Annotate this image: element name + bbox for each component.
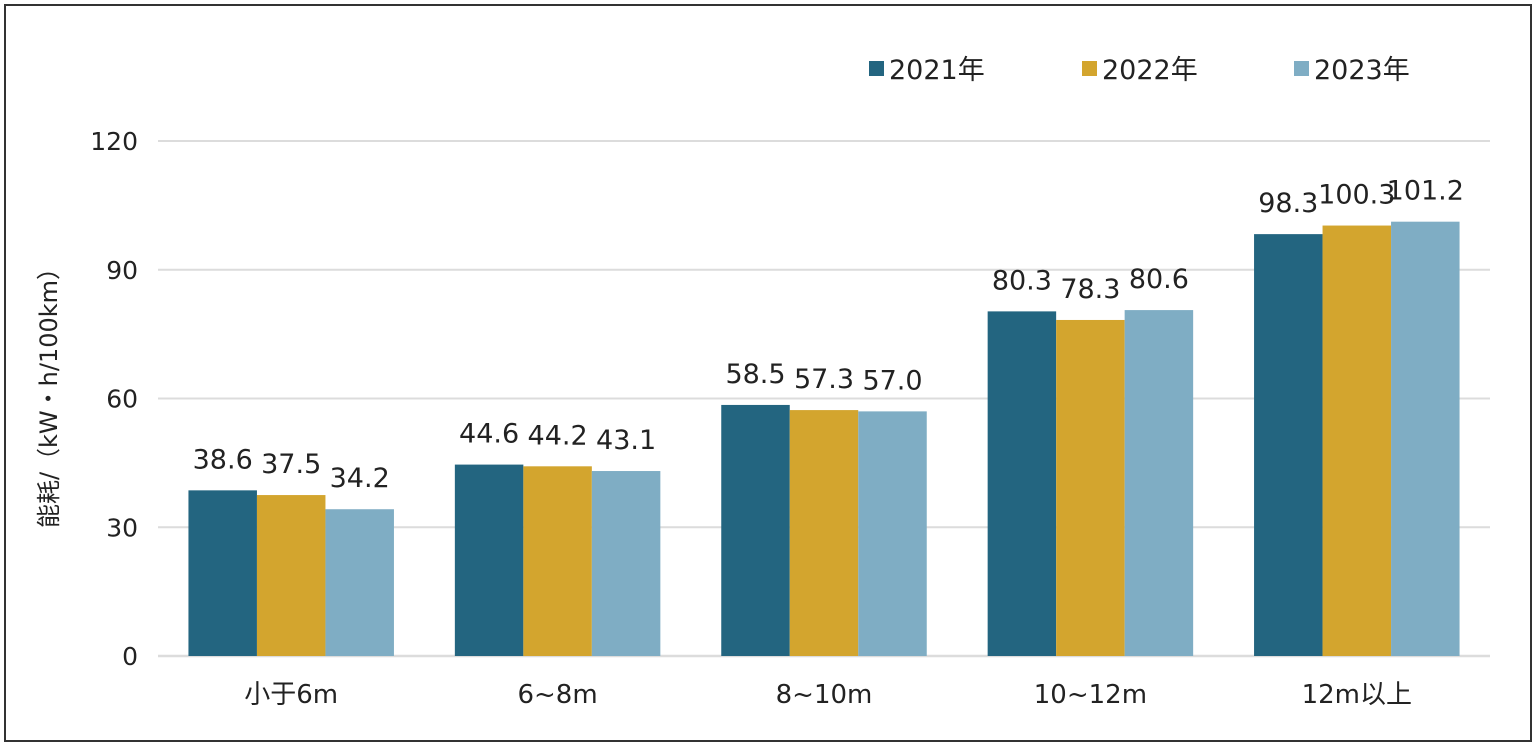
bar-3-3 bbox=[858, 411, 927, 656]
data-label: 44.2 bbox=[528, 420, 588, 451]
bar-4-2 bbox=[1056, 319, 1125, 656]
data-labels: 38.6 37.5 34.2 44.6 44.2 43.1 58.5 57.3 57.0 80.3… bbox=[193, 176, 1464, 495]
data-label: 44.6 bbox=[459, 419, 519, 450]
data-label: 78.3 bbox=[1060, 274, 1120, 305]
bar-1-2 bbox=[256, 495, 326, 656]
bar-5-3 bbox=[1391, 221, 1460, 656]
x-category-label: 8~10m bbox=[776, 680, 873, 710]
y-tick-label: 0 bbox=[122, 642, 138, 671]
data-label: 34.2 bbox=[330, 463, 390, 494]
legend-label: 2022年 bbox=[1102, 55, 1198, 86]
y-tick-label: 30 bbox=[106, 513, 138, 542]
data-label: 58.5 bbox=[725, 359, 785, 390]
data-label: 98.3 bbox=[1258, 188, 1318, 219]
bar-2-1 bbox=[454, 464, 524, 656]
data-label: 43.1 bbox=[596, 425, 656, 456]
x-category-label: 小于6m bbox=[244, 680, 338, 710]
bar-5-1 bbox=[1254, 234, 1323, 657]
data-label: 57.0 bbox=[862, 365, 922, 396]
x-category-label: 12m以上 bbox=[1302, 680, 1412, 710]
data-label: 101.2 bbox=[1387, 176, 1464, 207]
legend-label: 2023年 bbox=[1314, 55, 1410, 86]
legend-swatch bbox=[1082, 61, 1097, 76]
bar-1-3 bbox=[325, 509, 394, 656]
x-category-label: 6~8m bbox=[517, 680, 597, 710]
data-label: 100.3 bbox=[1318, 180, 1395, 211]
legend-swatch bbox=[869, 61, 884, 76]
data-label: 80.3 bbox=[992, 265, 1052, 296]
data-label: 57.3 bbox=[794, 364, 854, 395]
x-axis-categories: 小于6m 6~8m 8~10m 10~12m 12m以上 bbox=[244, 680, 1412, 710]
bars bbox=[188, 221, 1460, 657]
y-axis-title: 能耗/（kW・h/100km） bbox=[35, 256, 63, 528]
bar-1-1 bbox=[188, 490, 257, 656]
y-tick-label: 120 bbox=[90, 127, 138, 156]
bar-3-2 bbox=[789, 410, 859, 656]
bar-3-1 bbox=[721, 404, 790, 656]
legend-swatch bbox=[1294, 61, 1309, 76]
y-tick-label: 90 bbox=[106, 256, 138, 285]
bar-5-2 bbox=[1322, 225, 1392, 656]
legend: 2021年 2022年 2023年 bbox=[869, 55, 1410, 86]
bar-4-3 bbox=[1124, 310, 1194, 656]
data-label: 38.6 bbox=[193, 444, 253, 475]
data-label: 37.5 bbox=[261, 449, 321, 480]
y-tick-label: 60 bbox=[106, 385, 138, 414]
x-category-label: 10~12m bbox=[1034, 680, 1147, 710]
bar-2-3 bbox=[591, 471, 661, 656]
legend-label: 2021年 bbox=[889, 55, 985, 86]
bar-2-2 bbox=[523, 466, 592, 656]
data-label: 80.6 bbox=[1129, 264, 1189, 295]
y-axis-ticks: 0 30 60 90 120 bbox=[90, 127, 138, 671]
bar-4-1 bbox=[987, 311, 1057, 656]
